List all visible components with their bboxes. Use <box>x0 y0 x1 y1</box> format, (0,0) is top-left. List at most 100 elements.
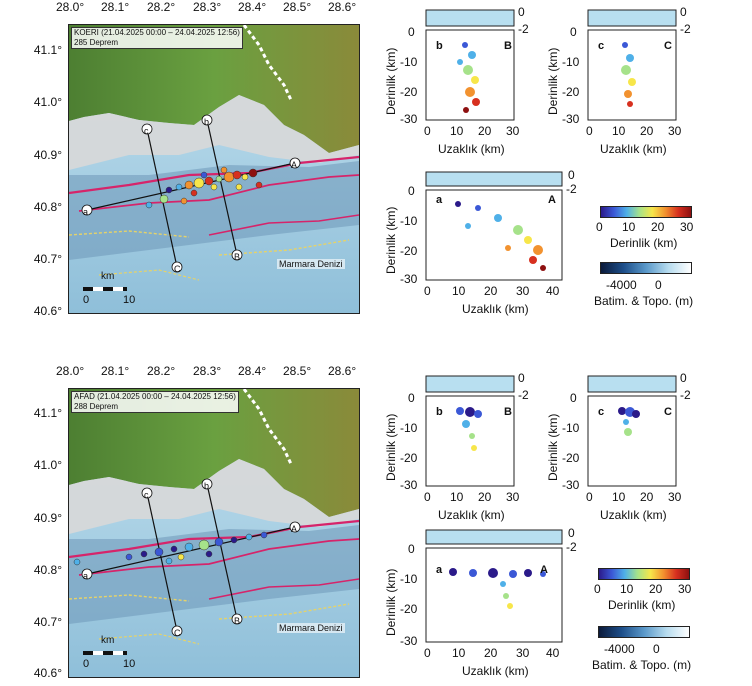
lon-tick: 28.3° <box>193 0 222 14</box>
topo-tick: 0 <box>680 5 687 19</box>
depth-tick: -20 <box>400 85 418 99</box>
depth-tick: -10 <box>562 55 580 69</box>
x-axis-label: Uzaklık (km) <box>600 142 667 156</box>
scale-tick: 10 <box>123 294 136 306</box>
count-label: 288 Deprem <box>74 402 119 411</box>
lon-tick: 28.4° <box>238 364 267 378</box>
lat-tick: 40.8° <box>33 563 62 577</box>
lon-tick: 28.1° <box>101 0 130 14</box>
depth-tick: -20 <box>400 451 418 465</box>
topo-tick: -2 <box>566 182 577 196</box>
lat-tick: 41.0° <box>33 95 62 109</box>
depth-tick: -30 <box>400 272 418 286</box>
x-axis-label: Uzaklık (km) <box>438 142 505 156</box>
epicenters <box>73 531 268 566</box>
profile-bB-koeri: b B 0 -10 -20 -30 0 -2 0 10 20 30 Uzaklı… <box>380 0 540 160</box>
x-tick: 40 <box>546 646 560 660</box>
x-tick: 0 <box>586 124 593 138</box>
depth-tick: 0 <box>408 391 415 405</box>
bathy-cb-tick: 0 <box>655 278 662 292</box>
x-tick: 10 <box>450 490 464 504</box>
point-a: a <box>83 207 89 217</box>
y-axis-label: Derinlik (km) <box>384 568 398 636</box>
profile-aA-koeri: a A 0 -10 -20 -30 0 -2 0 10 20 30 40 Uza… <box>378 168 588 328</box>
topo-tick: 0 <box>680 371 687 385</box>
depth-colorbar <box>600 206 692 218</box>
profile-start-label: a <box>436 194 443 206</box>
profile-start-label: c <box>598 40 605 52</box>
depth-cb-tick: 20 <box>649 582 663 596</box>
topo-tick: 0 <box>568 526 575 540</box>
x-tick: 0 <box>424 646 431 660</box>
depth-tick: -30 <box>400 634 418 648</box>
depth-tick: -30 <box>562 478 580 492</box>
fault-minor <box>218 239 350 256</box>
lon-tick: 28.5° <box>283 364 312 378</box>
x-tick: 40 <box>546 284 560 298</box>
profile-cC-afad: c C 0 -10 -20 -30 0 -2 0 10 20 30 Uzaklı… <box>540 366 710 526</box>
x-tick: 30 <box>668 124 682 138</box>
profile-aA-afad: a A 0 -10 -20 -30 0 -2 0 10 20 30 40 Uza… <box>378 526 588 686</box>
fault-minor <box>98 269 200 281</box>
x-axis-label: Uzaklık (km) <box>438 508 505 522</box>
profile-start-label: c <box>598 406 605 418</box>
y-axis-label: Derinlik (km) <box>384 413 398 481</box>
point-c: c <box>144 490 149 500</box>
profile-start-label: b <box>436 40 443 52</box>
profile-start-label: b <box>436 406 443 418</box>
depth-cb-label: Derinlik (km) <box>610 236 678 250</box>
fault-minor <box>218 603 350 620</box>
profile-line-bB <box>206 483 238 620</box>
sea-label: Marmara Denizi <box>277 259 345 269</box>
map-koeri: KOERI (21.04.2025 00:00 – 24.04.2025 12:… <box>68 24 360 314</box>
bathy-cb-label: Batim. & Topo. (m) <box>594 294 694 308</box>
fault-minor <box>98 633 200 645</box>
y-axis-label: Derinlik (km) <box>546 413 560 481</box>
depth-tick: -10 <box>400 55 418 69</box>
lat-tick: 41.1° <box>33 43 62 57</box>
x-tick: 30 <box>506 124 520 138</box>
lat-tick: 40.6° <box>33 304 62 318</box>
point-C: C <box>174 628 181 638</box>
x-tick: 0 <box>586 490 593 504</box>
profile-end-label: B <box>504 40 512 52</box>
depth-colorbar <box>598 568 690 580</box>
topo-tick: 0 <box>518 5 525 19</box>
x-tick: 0 <box>424 284 431 298</box>
point-a: a <box>83 571 89 581</box>
coast-dashed <box>242 25 293 101</box>
topo-tick: 0 <box>518 371 525 385</box>
depth-tick: -30 <box>400 112 418 126</box>
fault-main-2 <box>78 538 359 576</box>
x-tick: 20 <box>478 124 492 138</box>
profile-start-label: a <box>436 564 443 576</box>
basin-relief <box>69 525 359 624</box>
depth-tick: 0 <box>570 391 577 405</box>
x-tick: 30 <box>506 490 520 504</box>
bathy-cb-tick: 0 <box>653 642 660 656</box>
lon-tick: 28.2° <box>147 364 176 378</box>
depth-cb-tick: 10 <box>622 220 636 234</box>
depth-tick: -10 <box>562 421 580 435</box>
profile-end-label: A <box>540 564 548 576</box>
scale-bar <box>83 287 127 291</box>
x-tick: 30 <box>668 490 682 504</box>
point-c: c <box>144 126 149 136</box>
info-box: AFAD (21.04.2025 00:00 – 24.04.2025 12:5… <box>71 391 239 413</box>
y-axis-label: Derinlik (km) <box>384 47 398 115</box>
depth-tick: -10 <box>400 572 418 586</box>
lon-tick: 28.2° <box>147 0 176 14</box>
depth-tick: 0 <box>408 184 415 198</box>
point-A: A <box>291 160 298 170</box>
x-axis-label: Uzaklık (km) <box>462 302 529 316</box>
depth-cb-tick: 20 <box>651 220 665 234</box>
lon-tick: 28.5° <box>283 0 312 14</box>
depth-tick: -20 <box>562 451 580 465</box>
lon-tick: 28.6° <box>328 0 357 14</box>
x-axis-label: Uzaklık (km) <box>600 508 667 522</box>
lat-tick: 40.7° <box>33 615 62 629</box>
scale-tick: 0 <box>83 294 90 306</box>
bathy-colorbar <box>600 262 692 274</box>
depth-cb-label: Derinlik (km) <box>608 598 676 612</box>
epicenters <box>145 166 263 209</box>
